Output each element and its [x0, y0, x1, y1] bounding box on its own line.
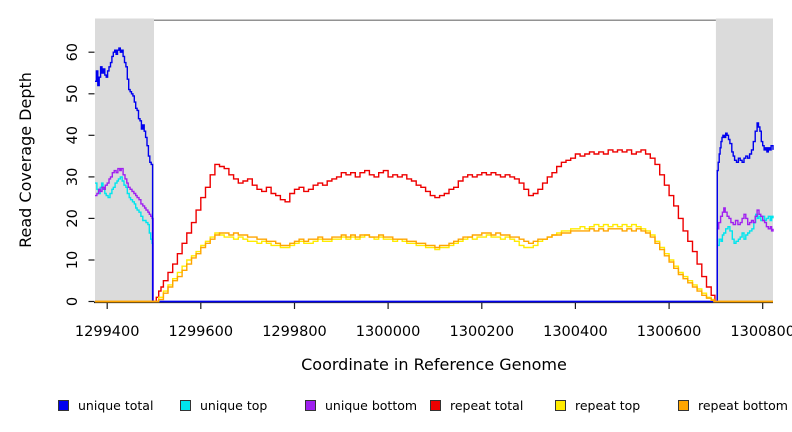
y-axis-tick-label: 50 — [65, 85, 81, 103]
x-axis-tick-label: 1300600 — [637, 324, 702, 340]
series-line-repeat-total — [95, 149, 773, 303]
y-axis-tick-label: 40 — [65, 126, 81, 144]
plot-legend: unique total unique top unique bottom repea… — [0, 397, 792, 417]
legend-label: repeat total — [450, 397, 524, 413]
legend-label: unique bottom — [325, 397, 418, 413]
legend-swatch-unique-bottom — [305, 399, 316, 411]
x-axis-tick-label: 1300000 — [356, 324, 421, 340]
y-axis-tick-label: 60 — [65, 43, 81, 61]
y-axis-tick-label: 10 — [65, 251, 81, 269]
series-line-unique-total — [95, 47, 774, 303]
x-axis-tick-label: 1300800 — [730, 324, 792, 340]
x-axis-tick-label: 1300200 — [450, 324, 515, 340]
x-axis-tick-label: 1299400 — [75, 324, 140, 340]
legend-item-repeat-top: repeat top — [555, 397, 640, 413]
y-axis-tick-label: 20 — [65, 209, 81, 227]
legend-item-repeat-bottom: repeat bottom — [678, 397, 788, 413]
legend-swatch-unique-total — [58, 399, 69, 411]
x-axis-tick-label: 1299600 — [169, 324, 234, 340]
legend-swatch-repeat-top — [555, 399, 566, 411]
legend-label: unique total — [78, 397, 154, 413]
legend-item-unique-bottom: unique bottom — [305, 397, 417, 413]
legend-item-unique-total: unique total — [58, 397, 153, 413]
y-axis-tick-label: 0 — [65, 297, 81, 306]
legend-swatch-unique-top — [180, 399, 191, 411]
legend-item-repeat-total: repeat total — [430, 397, 523, 413]
y-axis-tick-label: 30 — [65, 168, 81, 186]
legend-label: unique top — [200, 397, 268, 413]
legend-label: repeat top — [575, 397, 641, 413]
x-axis-title: Coordinate in Reference Genome — [301, 355, 567, 374]
y-axis-title: Read Coverage Depth — [16, 72, 35, 248]
series-line-repeat-top — [95, 223, 773, 303]
legend-item-unique-top: unique top — [180, 397, 267, 413]
series-line-repeat-bottom — [95, 228, 773, 303]
x-axis-tick-label: 1299800 — [262, 324, 327, 340]
x-axis-tick-label: 1300400 — [543, 324, 608, 340]
legend-swatch-repeat-bottom — [678, 399, 689, 411]
legend-swatch-repeat-total — [430, 399, 441, 411]
legend-label: repeat bottom — [698, 397, 788, 413]
masked-flank-left — [95, 18, 154, 303]
series-line-unique-bottom — [95, 167, 774, 303]
